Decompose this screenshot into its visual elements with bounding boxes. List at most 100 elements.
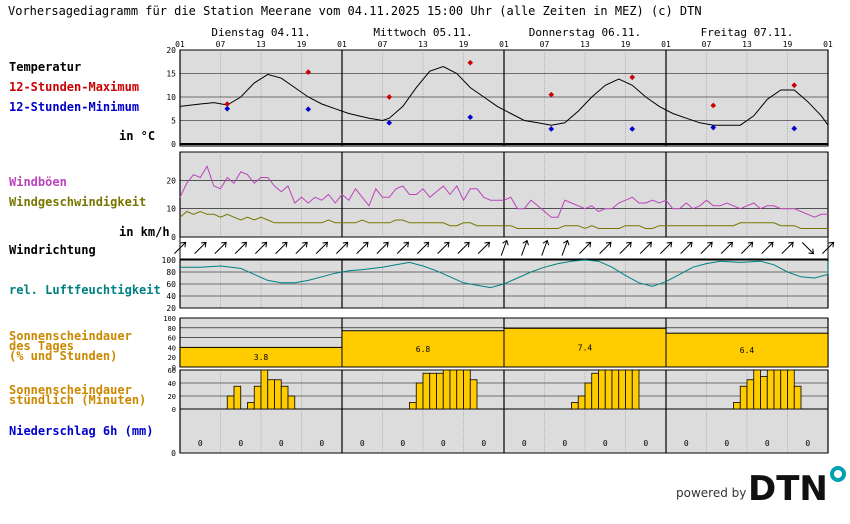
hour-label: 19 bbox=[459, 40, 469, 49]
hour-label: 07 bbox=[540, 40, 550, 49]
sun-daily-bar bbox=[341, 330, 505, 368]
sun-hourly-bar bbox=[787, 369, 795, 410]
label-wind-unit: in km/h bbox=[119, 225, 170, 239]
wind-direction-arrow bbox=[315, 241, 329, 255]
sun-daily-value-label: 6.4 bbox=[740, 346, 755, 355]
label-sun-hourly-1: Sonnenscheindauer bbox=[9, 383, 132, 397]
arrow-shaft bbox=[521, 240, 528, 256]
day-label: Freitag 07.11. bbox=[701, 26, 794, 39]
temp-max-point bbox=[224, 101, 231, 107]
arrow-head bbox=[200, 241, 207, 248]
sun-hourly-bar bbox=[618, 369, 626, 410]
arrow-head bbox=[646, 241, 653, 248]
sun-hourly-bar bbox=[409, 402, 417, 410]
sun-hourly-bar bbox=[739, 385, 748, 410]
hour-label: 19 bbox=[783, 40, 793, 49]
label-sun-daily-1: Sonnenscheindauer bbox=[9, 329, 132, 343]
arrow-head bbox=[626, 241, 632, 248]
temp-min-point bbox=[224, 105, 231, 112]
wind-gust-line bbox=[179, 165, 828, 218]
arrow-head bbox=[767, 241, 774, 248]
arrow-head bbox=[666, 241, 673, 248]
precip-value-label: 0 bbox=[684, 439, 689, 448]
temp-tick-label: 5 bbox=[171, 117, 176, 126]
temp-tick-label: 20 bbox=[166, 46, 176, 55]
precip-value-label: 0 bbox=[198, 439, 203, 448]
dtn-logo: DTN bbox=[748, 466, 846, 506]
arrow-head bbox=[403, 241, 410, 248]
dtn-logo-dot bbox=[830, 466, 846, 482]
arrow-head bbox=[484, 241, 491, 248]
wind-speed-line bbox=[179, 210, 828, 230]
arrow-head bbox=[261, 241, 268, 248]
sun-hourly-bar bbox=[780, 369, 788, 410]
arrow-shaft bbox=[234, 241, 247, 255]
temp-max-point bbox=[791, 82, 798, 89]
wind-direction-arrow bbox=[437, 241, 450, 255]
sun-hourly-bar bbox=[753, 369, 761, 410]
precip-value-label: 0 bbox=[724, 439, 729, 448]
precip-value-label: 0 bbox=[360, 439, 365, 448]
sun-daily-tick-label: 0 bbox=[172, 364, 176, 372]
arrow-head bbox=[605, 241, 612, 248]
sun-hourly-bar bbox=[442, 369, 451, 410]
hour-label: 07 bbox=[216, 40, 226, 49]
sun-hourly-bar bbox=[274, 379, 282, 410]
label-wind-speed: Windgeschwindigkeit bbox=[9, 195, 147, 209]
sun-hourly-bar bbox=[625, 369, 633, 410]
sun-hourly-bar bbox=[611, 369, 620, 410]
label-12h-min: 12-Stunden-Minimum bbox=[9, 100, 140, 114]
wind-direction-arrow bbox=[194, 241, 207, 255]
wind-direction-arrow bbox=[214, 241, 227, 255]
temp-tick-label: 0 bbox=[171, 140, 176, 149]
wind-direction-arrow bbox=[416, 241, 430, 255]
arrow-head bbox=[281, 241, 288, 248]
sun-hourly-bar bbox=[449, 369, 458, 410]
hour-label: 07 bbox=[378, 40, 388, 49]
arrow-shaft bbox=[659, 241, 673, 255]
arrow-shaft bbox=[720, 241, 733, 255]
precip-value-label: 0 bbox=[441, 439, 446, 448]
arrow-shaft bbox=[821, 241, 835, 255]
sun-daily-bar bbox=[665, 332, 829, 368]
arrow-shaft bbox=[700, 241, 713, 255]
arrow-head bbox=[686, 241, 693, 248]
temp-min-point bbox=[305, 106, 312, 113]
wind-tick-label: 0 bbox=[171, 233, 176, 242]
wind-direction-arrow bbox=[578, 241, 592, 255]
hour-label: 13 bbox=[418, 40, 428, 49]
label-sun-hourly-2: stündlich (Minuten) bbox=[9, 393, 147, 407]
sun-daily-tick-label: 20 bbox=[168, 354, 176, 362]
wind-direction-arrow bbox=[541, 239, 550, 256]
arrow-shaft bbox=[477, 241, 490, 255]
precip-value-label: 0 bbox=[279, 439, 284, 448]
sun-hourly-bar bbox=[247, 402, 255, 410]
wind-direction-arrow bbox=[457, 241, 470, 255]
chart-title: Vorhersagediagramm für die Station Meera… bbox=[8, 4, 702, 18]
precip-tick-label: 0 bbox=[171, 449, 176, 458]
arrow-shaft bbox=[619, 241, 632, 255]
arrow-shaft bbox=[541, 240, 548, 256]
wind-direction-arrow bbox=[801, 241, 815, 255]
wind-tick-label: 20 bbox=[166, 176, 176, 185]
arrow-head bbox=[302, 241, 308, 248]
label-humidity: rel. Luftfeuchtigkeit bbox=[9, 283, 161, 297]
sun-hourly-bar bbox=[591, 372, 599, 410]
wind-direction-arrow bbox=[335, 241, 349, 255]
wind-direction-arrow bbox=[720, 241, 734, 255]
sun-daily-tick-label: 100 bbox=[163, 315, 176, 323]
arrow-shaft bbox=[680, 241, 693, 255]
wind-direction-arrow bbox=[821, 241, 835, 255]
precip-value-label: 0 bbox=[643, 439, 648, 448]
sun-hourly-bar bbox=[604, 369, 613, 410]
temp-min-point bbox=[710, 124, 717, 131]
sun-hourly-bar bbox=[436, 372, 444, 410]
arrow-head bbox=[788, 241, 794, 248]
sun-hourly-bar bbox=[773, 369, 782, 410]
wind-direction-arrow bbox=[761, 241, 774, 255]
hum-tick-label: 100 bbox=[162, 256, 177, 265]
arrow-head bbox=[808, 248, 815, 255]
sun-hourly-bar bbox=[766, 369, 775, 410]
hour-label: 01 bbox=[175, 40, 185, 49]
arrow-head bbox=[502, 239, 509, 246]
